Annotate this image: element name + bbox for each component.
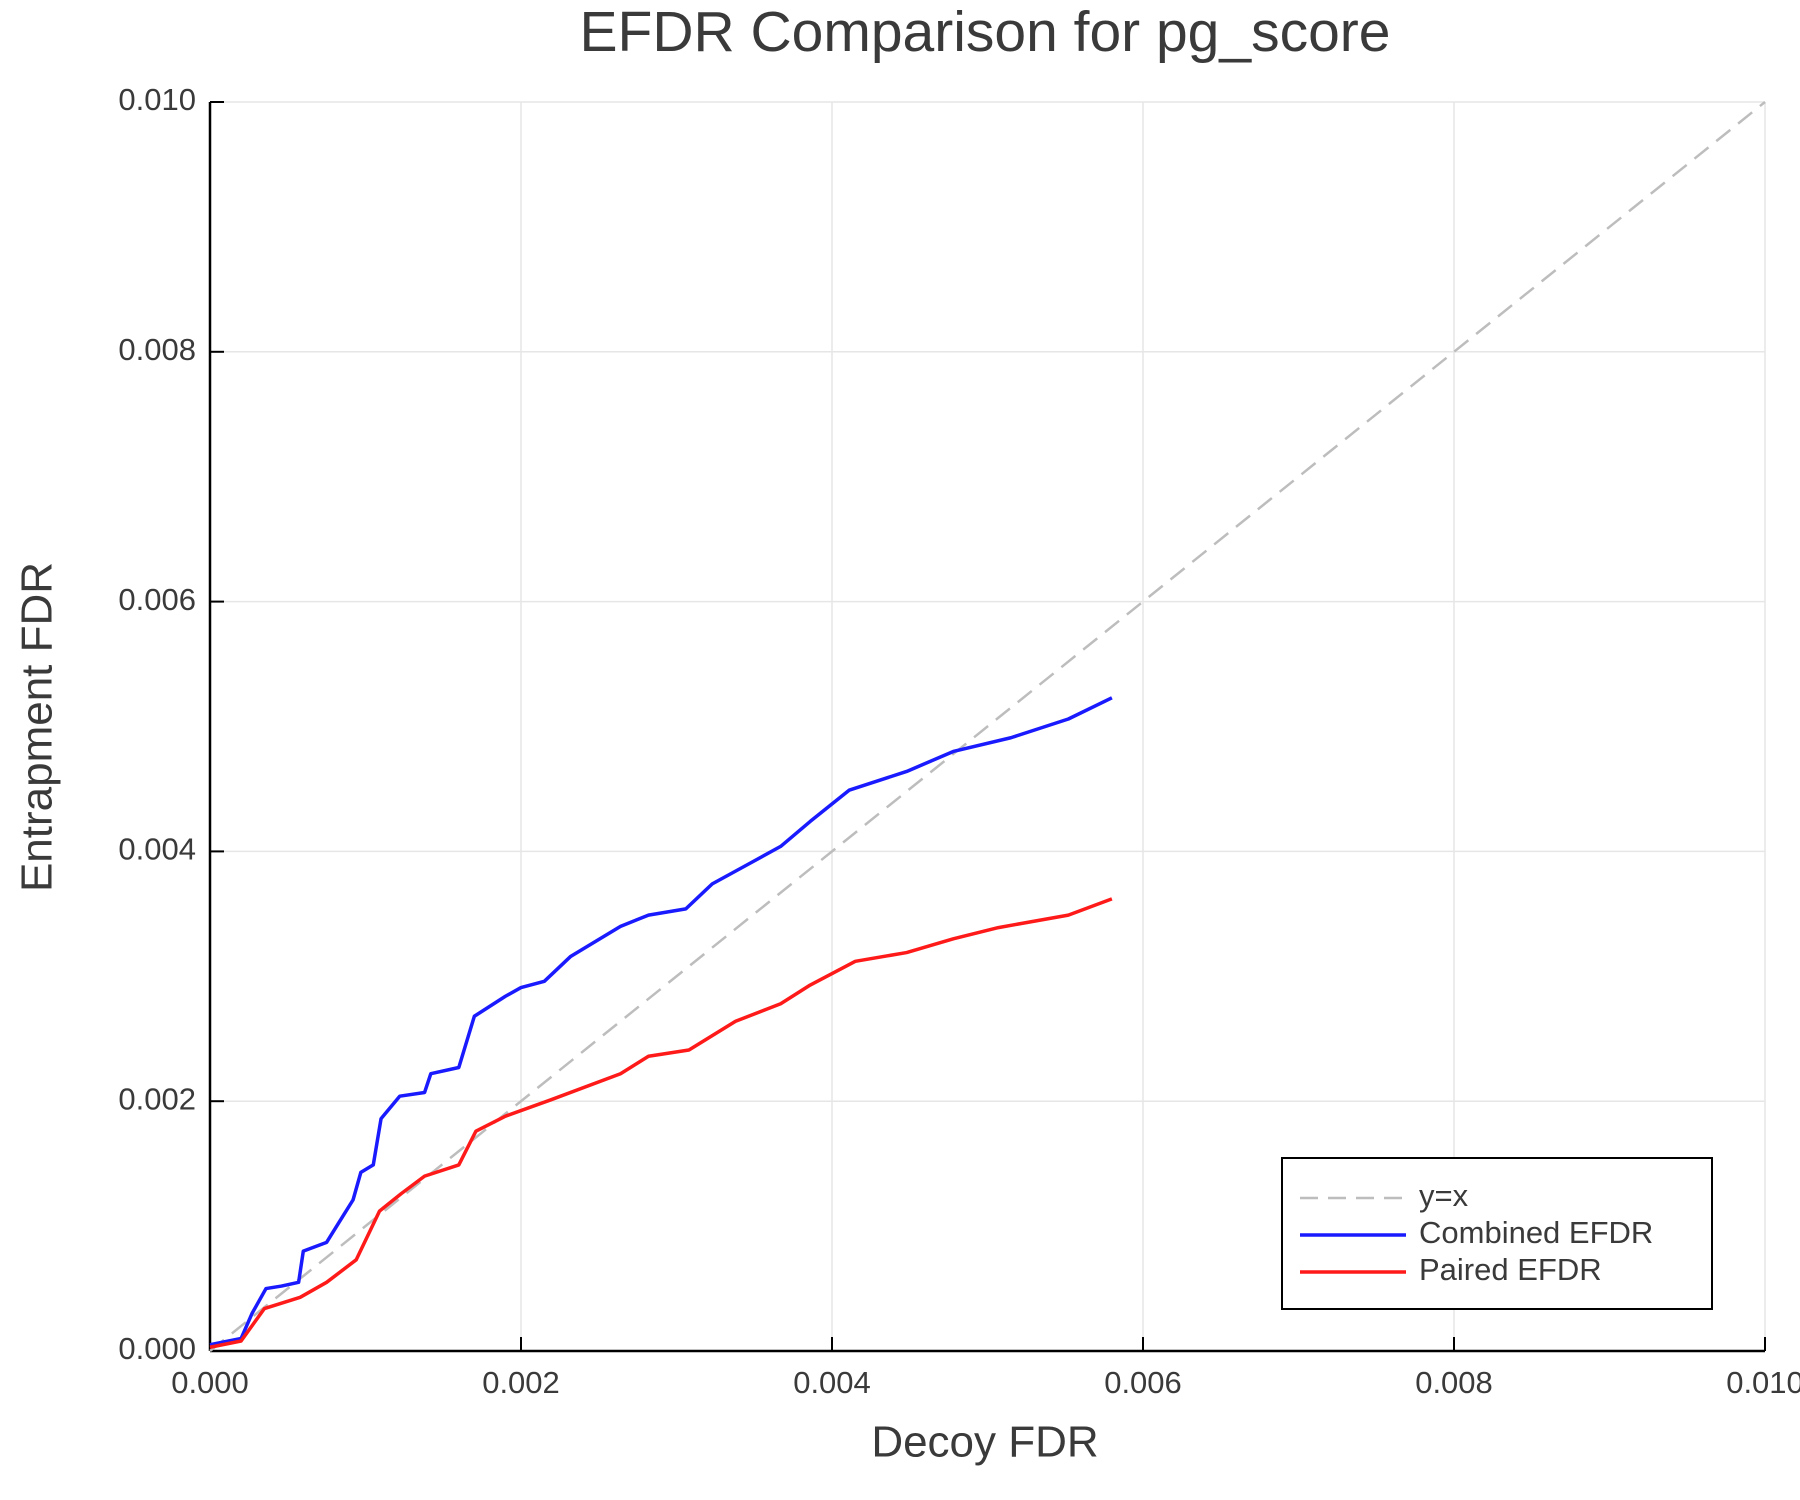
y-tick-label: 0.008	[118, 332, 196, 367]
x-tick-label: 0.002	[482, 1365, 560, 1400]
series-line	[209, 897, 1113, 1349]
y-tick-label: 0.010	[118, 82, 196, 117]
x-tick-label: 0.006	[1104, 1365, 1182, 1400]
legend-label: y=x	[1419, 1178, 1469, 1213]
series-line	[209, 101, 1766, 1352]
x-axis-label: Decoy FDR	[871, 1418, 1098, 1467]
x-tick-label: 0.010	[1726, 1365, 1800, 1400]
legend-label: Paired EFDR	[1419, 1252, 1602, 1287]
x-tick-label: 0.000	[171, 1365, 249, 1400]
x-tick-label: 0.008	[1415, 1365, 1493, 1400]
legend-label: Combined EFDR	[1419, 1215, 1653, 1250]
y-tick-label: 0.004	[118, 832, 196, 867]
y-axis-label: Entrapment FDR	[13, 562, 62, 892]
x-tick-label: 0.004	[793, 1365, 871, 1400]
y-tick-label: 0.000	[118, 1331, 196, 1366]
series-line	[209, 696, 1113, 1347]
y-tick-label: 0.006	[118, 582, 196, 617]
y-tick-label: 0.002	[118, 1081, 196, 1116]
chart-title: EFDR Comparison for pg_score	[580, 0, 1391, 64]
